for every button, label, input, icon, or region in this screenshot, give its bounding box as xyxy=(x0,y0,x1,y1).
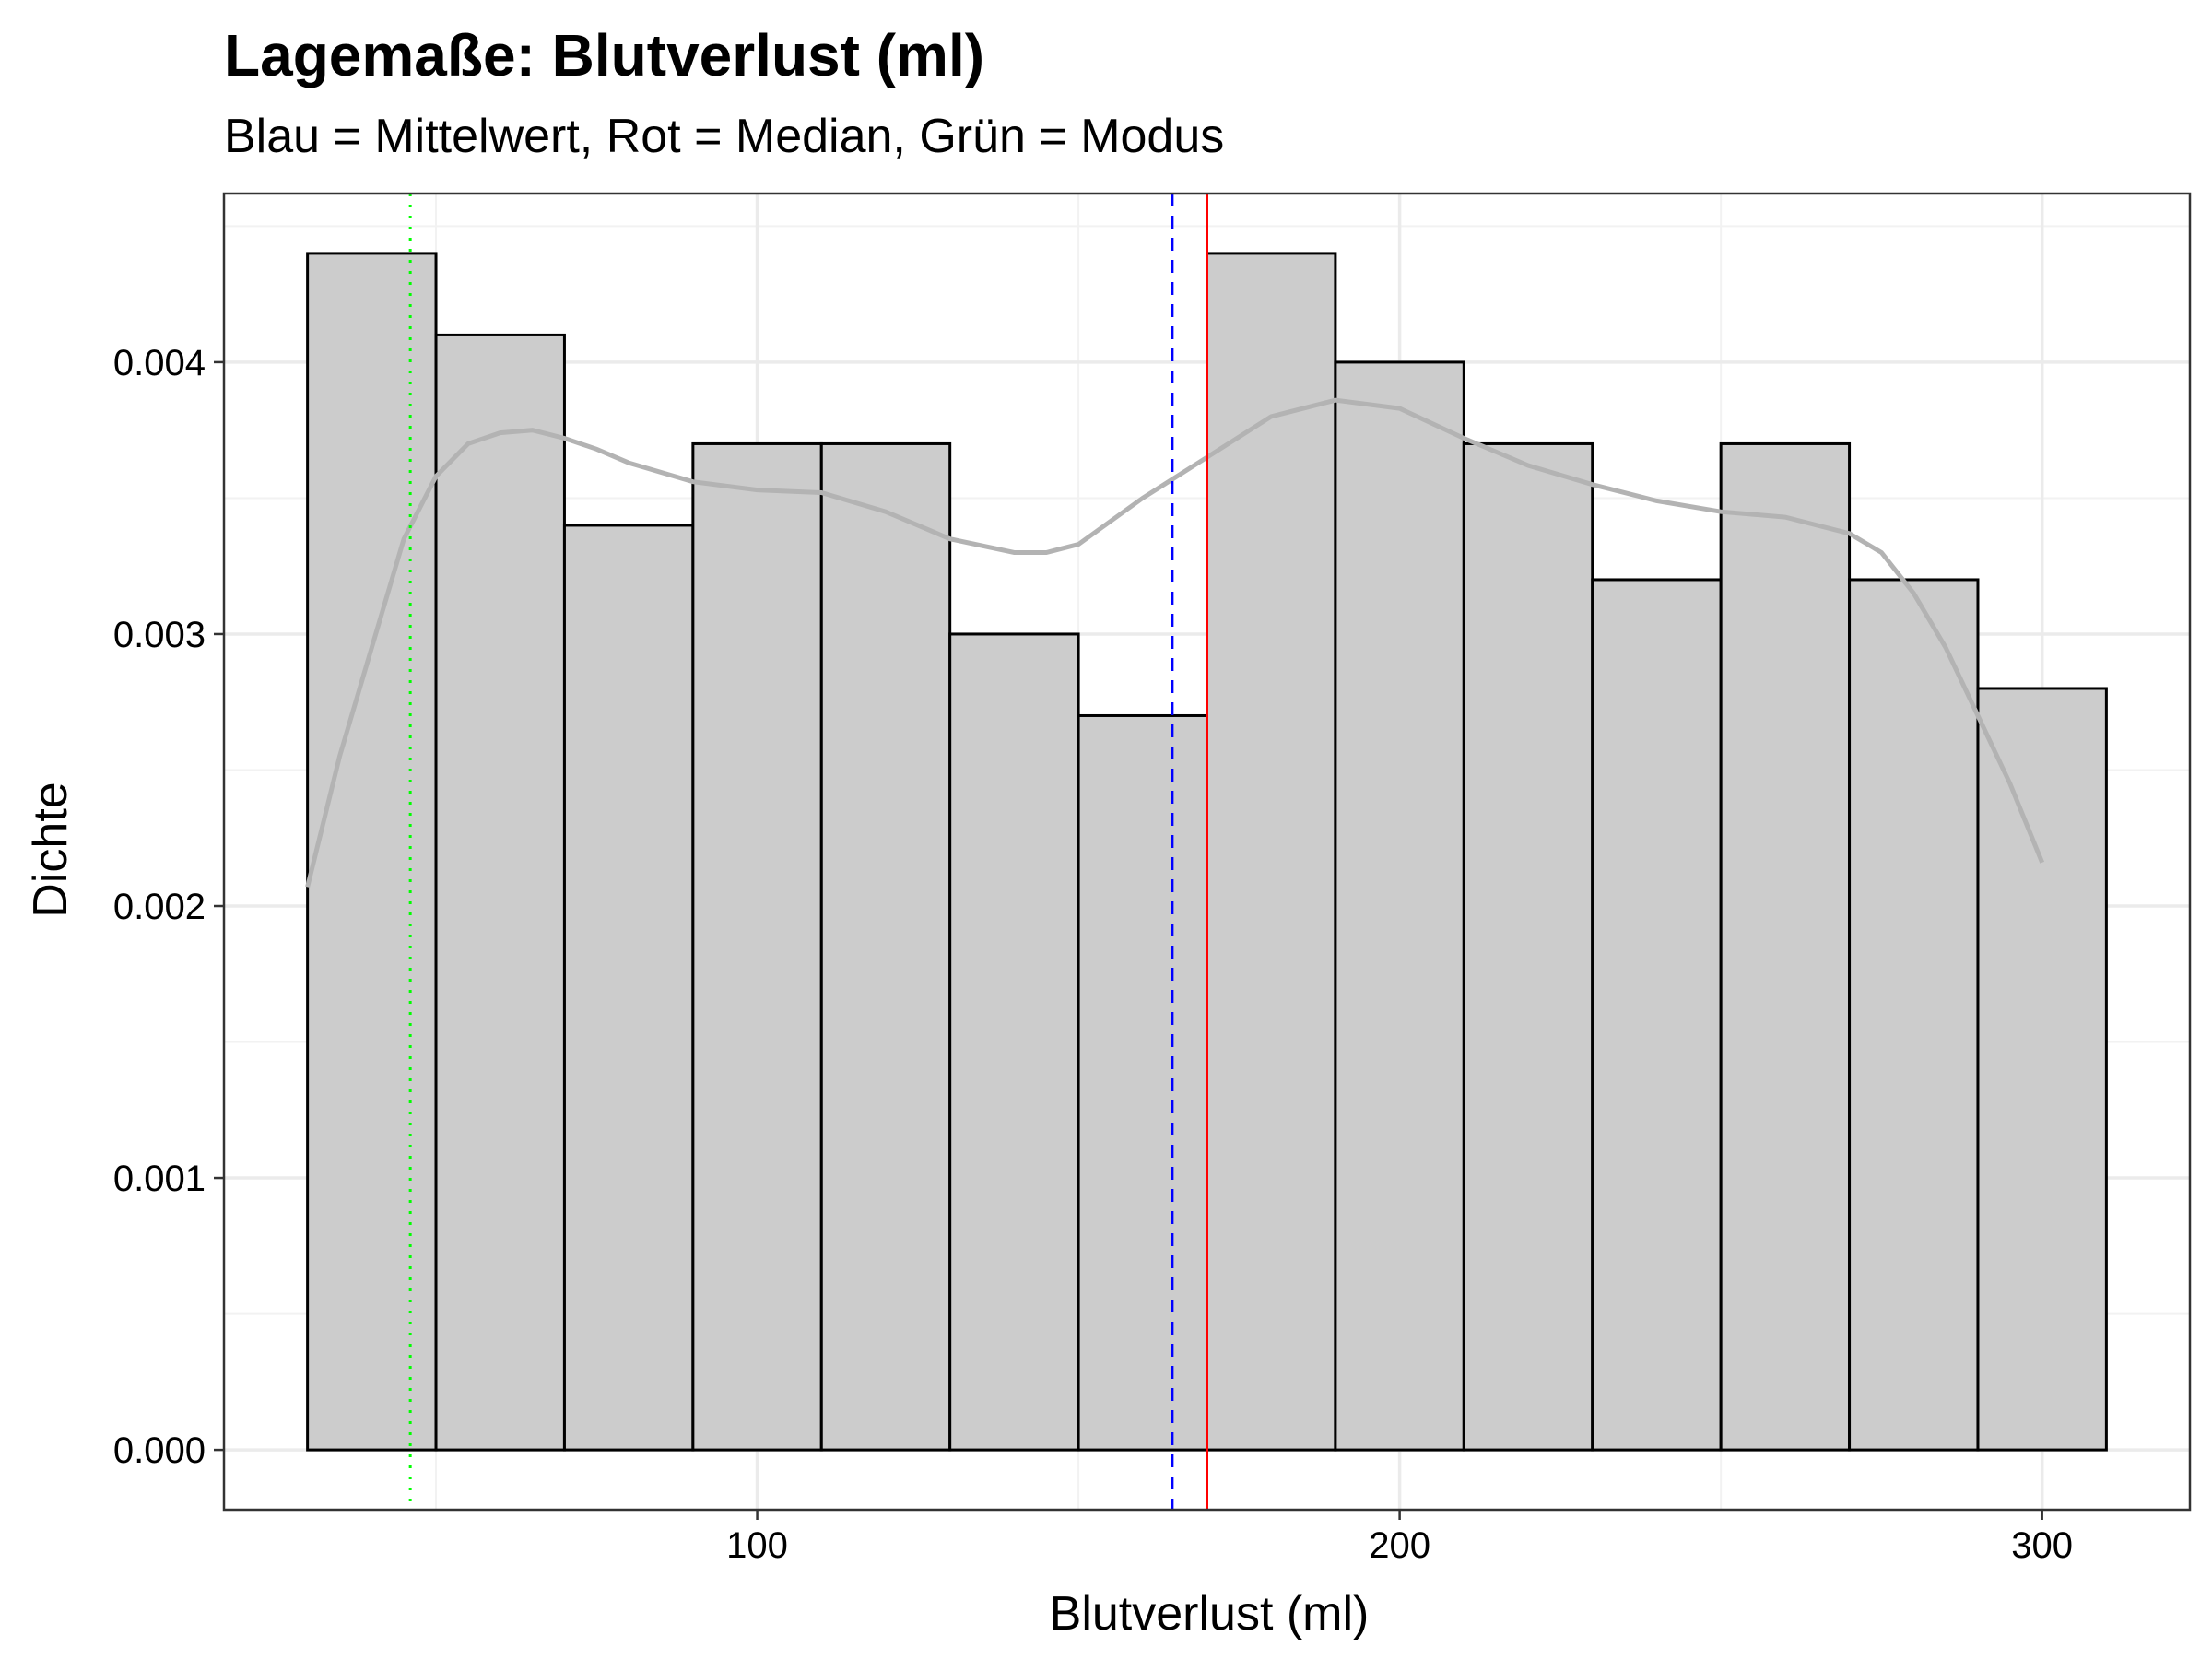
histogram-bar xyxy=(1719,441,1852,1452)
chart-subtitle: Blau = Mittelwert, Rot = Median, Grün = … xyxy=(224,110,1224,163)
x-tick-label: 200 xyxy=(1369,1525,1430,1566)
histogram-bar xyxy=(1206,252,1337,1452)
histogram-bar xyxy=(819,441,952,1452)
histogram-bar xyxy=(1591,578,1723,1452)
histogram-bar xyxy=(691,441,823,1452)
histogram-bar xyxy=(306,252,438,1452)
y-tick-label: 0.004 xyxy=(113,343,206,383)
chart-title: Lagemaße: Blutverlust (ml) xyxy=(224,22,984,88)
y-tick-label: 0.002 xyxy=(113,887,206,927)
histogram-bar xyxy=(434,333,566,1452)
y-tick-label: 0.001 xyxy=(113,1159,206,1199)
histogram-bars xyxy=(306,252,2108,1452)
y-tick-label: 0.000 xyxy=(113,1430,206,1471)
y-axis-label: Dichte xyxy=(24,782,77,917)
panel-border xyxy=(222,192,2192,1512)
x-tick-label: 300 xyxy=(2011,1525,2073,1566)
histogram-bar xyxy=(1462,441,1594,1452)
density-curve xyxy=(305,397,2045,888)
y-axis-ticks: 0.000 0.001 0.002 0.003 0.004 xyxy=(113,343,224,1471)
histogram-bar xyxy=(1334,360,1465,1452)
histogram-bar xyxy=(1848,578,1980,1452)
x-axis-label: Blutverlust (ml) xyxy=(1050,1587,1370,1641)
histogram-bar xyxy=(562,524,695,1452)
histogram-bar xyxy=(948,632,1080,1452)
reference-lines xyxy=(408,194,1208,1510)
histogram-bar xyxy=(1976,687,2108,1452)
x-tick-label: 100 xyxy=(726,1525,788,1566)
histogram-bar xyxy=(1077,713,1209,1452)
x-axis-ticks: 100 200 300 xyxy=(726,1510,2073,1566)
y-tick-label: 0.003 xyxy=(113,615,206,655)
